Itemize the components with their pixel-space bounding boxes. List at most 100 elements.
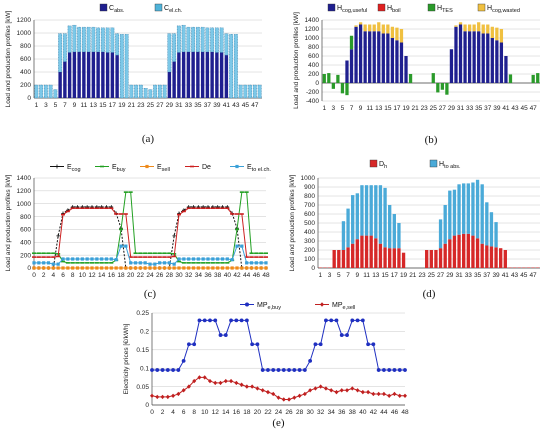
y-tick-label: 0 xyxy=(315,80,319,87)
x-tick-label: 42 xyxy=(233,272,241,279)
data-point xyxy=(225,207,230,210)
data-point xyxy=(80,207,85,210)
bar xyxy=(480,184,484,244)
data-point xyxy=(318,384,323,389)
y-tick-label: -200 xyxy=(306,89,319,96)
x-tick-label: 21 xyxy=(409,272,417,279)
bar xyxy=(360,235,364,268)
data-point xyxy=(287,397,292,402)
bar xyxy=(369,185,373,236)
data-point xyxy=(167,266,171,270)
bar xyxy=(346,208,350,248)
data-point xyxy=(323,386,328,391)
data-point xyxy=(249,256,254,258)
bar xyxy=(82,51,86,98)
data-point xyxy=(259,256,264,258)
series-a-1 xyxy=(34,25,262,99)
data-point xyxy=(56,262,60,266)
data-point xyxy=(66,266,70,270)
data-point xyxy=(381,391,386,397)
data-point xyxy=(158,266,162,270)
bar xyxy=(436,83,440,93)
data-point xyxy=(371,342,376,347)
x-tick-label: 45 xyxy=(520,272,528,279)
x-tick-label: 4 xyxy=(171,409,175,416)
x-tick-label: 26 xyxy=(156,272,164,279)
y-axis-label: Load and production profiles [kW] xyxy=(293,12,300,109)
bar xyxy=(91,26,96,53)
x-tick-label: 37 xyxy=(484,105,492,112)
data-point xyxy=(302,391,307,397)
data-point xyxy=(191,207,196,210)
bar xyxy=(86,51,91,98)
bar xyxy=(404,56,408,83)
legend-marker xyxy=(190,165,194,168)
bar xyxy=(224,33,229,56)
bar xyxy=(503,250,507,268)
data-point xyxy=(201,257,205,261)
x-tick-label: 12 xyxy=(212,409,220,416)
data-point xyxy=(350,386,355,391)
bar xyxy=(490,26,494,38)
bar xyxy=(177,52,181,98)
y-tick-label: 0.2 xyxy=(140,329,149,336)
x-tick-label: 29 xyxy=(448,105,456,112)
data-point xyxy=(104,266,109,270)
bar xyxy=(504,56,508,83)
bar xyxy=(248,84,253,99)
data-point xyxy=(133,252,138,255)
data-point xyxy=(143,261,147,265)
bar xyxy=(196,51,200,98)
x-tick-label: 36 xyxy=(338,409,346,416)
data-point xyxy=(371,391,376,397)
data-point xyxy=(46,261,51,265)
data-point xyxy=(90,257,94,261)
data-point xyxy=(152,252,157,255)
bar xyxy=(471,235,475,268)
data-point xyxy=(181,358,186,363)
bar xyxy=(224,55,229,98)
bar xyxy=(399,29,404,43)
bar xyxy=(43,84,48,99)
x-tick-label: 1 xyxy=(319,272,323,279)
bar xyxy=(457,184,461,235)
data-point xyxy=(206,257,210,261)
bar xyxy=(148,89,153,99)
data-point xyxy=(80,266,84,270)
bar xyxy=(454,25,458,27)
bar xyxy=(481,33,485,83)
data-point xyxy=(297,368,302,372)
bar xyxy=(105,52,110,98)
bar xyxy=(480,243,484,268)
x-tick-label: 43 xyxy=(511,105,519,112)
bar xyxy=(77,51,81,98)
bar xyxy=(466,233,470,268)
y-tick-label: 800 xyxy=(20,43,31,50)
data-point xyxy=(239,382,244,387)
y-tick-label: 0 xyxy=(27,265,31,272)
data-point xyxy=(124,244,128,248)
panel-caption: (c) xyxy=(144,288,157,300)
bar xyxy=(463,24,467,32)
data-point xyxy=(201,262,206,264)
bar xyxy=(172,61,176,98)
bar xyxy=(354,25,358,27)
bar xyxy=(72,25,77,53)
data-point xyxy=(114,258,118,262)
bar xyxy=(53,89,58,99)
bar xyxy=(477,31,481,83)
data-point xyxy=(225,266,229,270)
x-tick-label: 19 xyxy=(402,105,410,112)
data-point xyxy=(153,262,157,266)
bar xyxy=(381,24,385,34)
x-tick-label: 33 xyxy=(185,102,193,109)
x-tick-label: 11 xyxy=(366,105,373,112)
bar xyxy=(67,52,72,98)
data-point xyxy=(90,207,94,210)
bar xyxy=(167,33,172,73)
data-point xyxy=(36,256,41,258)
data-point xyxy=(191,262,196,264)
bar xyxy=(448,239,452,268)
